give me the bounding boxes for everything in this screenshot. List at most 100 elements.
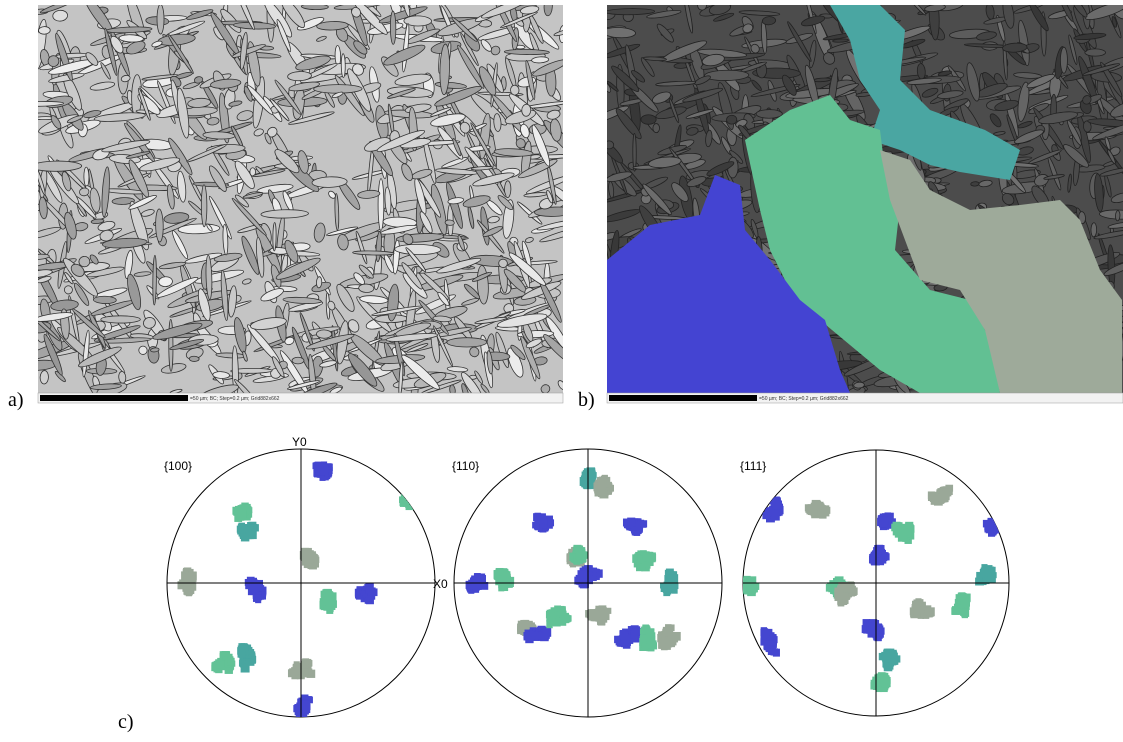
lath (755, 109, 783, 119)
scale-bar-strip (37, 392, 564, 404)
lath (124, 249, 134, 279)
lath (682, 87, 723, 103)
lath (471, 271, 493, 282)
lath (52, 9, 68, 22)
lath (497, 195, 514, 211)
orientation-cluster (406, 491, 415, 499)
lath (1017, 121, 1033, 129)
lath (220, 269, 229, 321)
orientation-cluster (634, 632, 643, 641)
lath (519, 5, 540, 15)
lath (158, 276, 173, 288)
lath (469, 346, 480, 358)
lath (423, 137, 437, 184)
lath (994, 99, 1019, 111)
lath (197, 288, 211, 322)
lath (299, 312, 315, 352)
orientation-cluster (407, 496, 415, 506)
orientation-cluster (240, 533, 250, 542)
lath (441, 157, 468, 169)
orientation-cluster (411, 496, 419, 503)
lath (38, 312, 74, 322)
lath (406, 343, 429, 353)
lath (1084, 5, 1123, 20)
lath (228, 100, 243, 107)
orientation-cluster (579, 575, 587, 583)
lath (510, 84, 520, 96)
lath (507, 347, 524, 378)
lath (297, 150, 309, 174)
orientation-cluster (408, 494, 416, 501)
lath (1103, 260, 1123, 276)
lath (493, 113, 502, 132)
lath (503, 49, 550, 56)
orientation-cluster (524, 624, 533, 634)
pole-data (465, 467, 681, 652)
lath (1110, 192, 1123, 204)
lath (100, 62, 111, 80)
lath (234, 194, 249, 208)
lath (607, 140, 624, 164)
lath (430, 107, 452, 117)
lath (1013, 5, 1045, 14)
lath (212, 371, 230, 379)
lath (398, 361, 404, 393)
lath (66, 115, 84, 124)
orientation-cluster (879, 516, 886, 524)
lath (532, 59, 563, 77)
lath (970, 181, 980, 187)
lath (208, 165, 227, 192)
lath (1107, 149, 1116, 164)
lath (202, 131, 236, 140)
lath (337, 234, 349, 251)
orientation-cluster (409, 493, 417, 501)
lath (79, 187, 90, 197)
lath (38, 307, 61, 342)
lath (966, 62, 980, 102)
lath (1099, 167, 1123, 177)
lath (347, 353, 378, 387)
lath (385, 333, 439, 342)
scale-text: =50 µm; BC; Step=0.2 µm; Grid882x662 (190, 396, 280, 402)
lath (334, 193, 340, 231)
lath (313, 222, 326, 243)
lath (430, 113, 466, 127)
lath (1014, 129, 1044, 144)
lath (282, 296, 322, 304)
orientation-cluster (762, 511, 770, 520)
lath (1013, 72, 1043, 79)
lath (1082, 63, 1121, 76)
lath (138, 345, 148, 355)
lath (188, 355, 200, 362)
lath (383, 44, 426, 66)
lath (607, 140, 615, 150)
lath (853, 381, 865, 389)
lath (193, 76, 204, 84)
lath (384, 186, 392, 216)
lath (331, 91, 344, 99)
lath (607, 8, 656, 16)
lath (156, 276, 199, 298)
lath (508, 252, 546, 286)
lath (1043, 174, 1065, 180)
orientation-cluster (411, 493, 420, 502)
lath (470, 166, 494, 171)
lath (782, 74, 797, 96)
orientation-cluster (542, 627, 552, 637)
orientation-cluster (588, 572, 597, 579)
lath (705, 129, 713, 148)
orientation-cluster (590, 610, 600, 619)
lath (280, 5, 305, 28)
lath (742, 23, 754, 33)
orientation-cluster (300, 668, 309, 678)
lath (462, 195, 491, 208)
lath (71, 308, 106, 339)
lath (906, 77, 942, 85)
lath (260, 288, 284, 302)
lath (631, 70, 646, 83)
lath (1060, 46, 1068, 74)
lath (371, 305, 423, 316)
orientation-cluster (837, 591, 844, 598)
lath (640, 114, 657, 125)
orientation-cluster (546, 619, 553, 629)
